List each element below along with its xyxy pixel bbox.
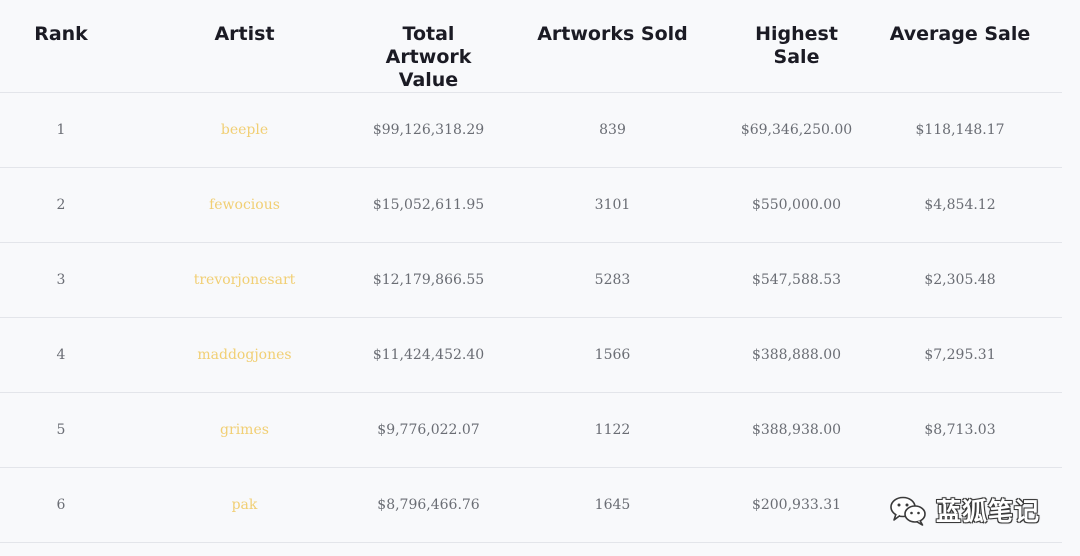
artist-cell: grimes [122,392,367,468]
total-value-cell: $11,424,452.40 [367,317,490,393]
total-value-cell: $12,179,866.55 [367,242,490,318]
artist-link[interactable]: pak [231,497,258,513]
rank-cell: 4 [0,317,122,393]
header-line: Total Artwork [385,23,472,68]
artworks-sold-cell: 1122 [490,392,735,468]
artist-link[interactable]: fewocious [209,197,280,213]
table-header-row: Rank Artist Total Artwork Value Artworks … [0,0,1062,93]
highest-sale-cell: $388,888.00 [735,317,858,393]
rank-cell: 2 [0,167,122,243]
table-row: 4 maddogjones $11,424,452.40 1566 $388,8… [0,317,1062,393]
table-row: 2 fewocious $15,052,611.95 3101 $550,000… [0,167,1062,243]
table-row: 5 grimes $9,776,022.07 1122 $388,938.00 … [0,392,1062,468]
column-header-average-sale[interactable]: Average Sale [858,0,1062,93]
highest-sale-cell: $69,346,250.00 [735,92,858,168]
rank-cell: 3 [0,242,122,318]
column-header-total-value[interactable]: Total Artwork Value [367,0,490,93]
header-line: Value [398,69,459,91]
artist-cell: pak [122,467,367,543]
artist-link[interactable]: maddogjones [197,347,292,363]
artist-cell: maddogjones [122,317,367,393]
rank-cell: 5 [0,392,122,468]
column-header-highest-sale[interactable]: Highest Sale [735,0,858,93]
column-header-artworks-sold[interactable]: Artworks Sold [490,0,735,93]
column-header-rank[interactable]: Rank [0,0,122,93]
artist-cell: trevorjonesart [122,242,367,318]
total-value-cell: $8,796,466.76 [367,467,490,543]
artworks-sold-cell: 1645 [490,467,735,543]
rank-cell: 1 [0,92,122,168]
highest-sale-cell: $547,588.53 [735,242,858,318]
average-sale-cell: $2,305.48 [858,242,1062,318]
watermark: 蓝狐笔记 [888,490,1040,530]
artist-leaderboard-table: Rank Artist Total Artwork Value Artworks … [0,0,1062,543]
highest-sale-cell: $550,000.00 [735,167,858,243]
artist-cell: fewocious [122,167,367,243]
highest-sale-cell: $388,938.00 [735,392,858,468]
table-row: 1 beeple $99,126,318.29 839 $69,346,250.… [0,92,1062,168]
watermark-text: 蓝狐笔记 [936,497,1041,526]
average-sale-cell: $7,295.31 [858,317,1062,393]
total-value-cell: $9,776,022.07 [367,392,490,468]
artworks-sold-cell: 1566 [490,317,735,393]
artist-cell: beeple [122,92,367,168]
average-sale-cell: $118,148.17 [858,92,1062,168]
total-value-cell: $99,126,318.29 [367,92,490,168]
artist-link[interactable]: trevorjonesart [193,272,296,288]
wechat-icon [890,496,926,526]
average-sale-cell: $8,713.03 [858,392,1062,468]
highest-sale-cell: $200,933.31 [735,467,858,543]
artist-link[interactable]: beeple [220,122,269,138]
artworks-sold-cell: 839 [490,92,735,168]
rank-cell: 6 [0,467,122,543]
table-row: 3 trevorjonesart $12,179,866.55 5283 $54… [0,242,1062,318]
total-value-cell: $15,052,611.95 [367,167,490,243]
artist-link[interactable]: grimes [220,422,269,438]
column-header-artist[interactable]: Artist [122,0,367,93]
artworks-sold-cell: 5283 [490,242,735,318]
average-sale-cell: $4,854.12 [858,167,1062,243]
artworks-sold-cell: 3101 [490,167,735,243]
